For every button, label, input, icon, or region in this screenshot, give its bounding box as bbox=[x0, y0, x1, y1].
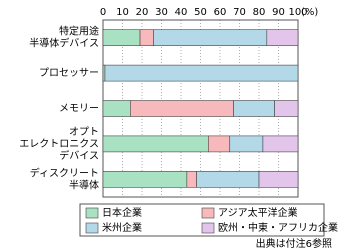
x-unit: (%) bbox=[301, 7, 318, 18]
bar-segment bbox=[153, 29, 268, 47]
bar-segment bbox=[274, 100, 299, 117]
x-tick-label: 70 bbox=[233, 7, 246, 18]
bar-segment bbox=[258, 171, 299, 188]
bar-segment bbox=[102, 135, 209, 153]
x-tick-label: 60 bbox=[214, 7, 227, 18]
x-tick-label: 10 bbox=[116, 7, 129, 18]
bar-segment bbox=[196, 171, 260, 188]
y-tick-label: ディスクリート半導体 bbox=[30, 166, 99, 191]
bar-segment bbox=[208, 135, 231, 153]
source-note: 出典は付注6参照 bbox=[256, 237, 332, 250]
legend-swatch bbox=[201, 222, 215, 234]
y-tick-label: オプトエレクトロニクスデバイス bbox=[19, 126, 99, 162]
x-tick-label: 80 bbox=[253, 7, 266, 18]
legend-label: 日本企業 bbox=[102, 206, 142, 219]
x-tick-label: 20 bbox=[136, 7, 149, 18]
y-tick-label: メモリー bbox=[59, 104, 99, 115]
bar-segment bbox=[186, 171, 197, 188]
legend-label: 米州企業 bbox=[102, 221, 142, 234]
x-tick-label: 100 bbox=[288, 7, 307, 18]
legend-swatch bbox=[85, 222, 99, 234]
bar-segment bbox=[130, 100, 234, 117]
legend-swatch bbox=[85, 207, 99, 219]
x-tick-label: 0 bbox=[100, 7, 106, 18]
bar-segment bbox=[102, 100, 131, 117]
legend-label: 欧州・中東・アフリカ企業 bbox=[218, 221, 338, 234]
bar-segment bbox=[266, 29, 299, 47]
x-tick-label: 90 bbox=[272, 7, 285, 18]
legend-label: アジア太平洋企業 bbox=[218, 206, 298, 219]
y-tick-label: プロセッサー bbox=[39, 67, 99, 79]
bar-segment bbox=[139, 29, 155, 47]
bar-segment bbox=[233, 100, 275, 117]
bar-segment bbox=[104, 64, 299, 82]
x-tick-label: 40 bbox=[175, 7, 188, 18]
bar-segment bbox=[102, 29, 141, 47]
x-tick-label: 50 bbox=[194, 7, 207, 18]
x-tick-label: 30 bbox=[155, 7, 168, 18]
y-tick-label: 特定用途半導体デバイス bbox=[29, 25, 99, 50]
bar-segment bbox=[262, 135, 299, 153]
bar-segment bbox=[229, 135, 264, 153]
legend-swatch bbox=[201, 207, 215, 219]
bar-segment bbox=[102, 171, 188, 188]
